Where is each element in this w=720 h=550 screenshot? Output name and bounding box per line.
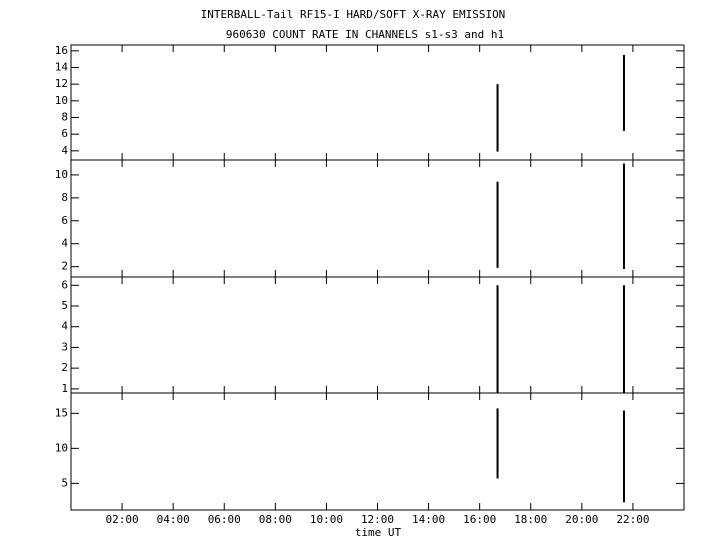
panel-frame: [70, 159, 685, 278]
x-axis-label: time UT: [355, 526, 402, 539]
y-tick-label: 12: [55, 77, 68, 90]
y-tick-label: 10: [55, 168, 68, 181]
y-tick-label: 2: [61, 361, 68, 374]
chart-subtitle: 960630 COUNT RATE IN CHANNELS s1-s3 and …: [226, 28, 504, 41]
y-tick-label: 8: [61, 191, 68, 204]
x-tick-label: 18:00: [514, 513, 547, 526]
y-tick-label: 15: [55, 406, 68, 419]
chart-title: INTERBALL-Tail RF15-I HARD/SOFT X-RAY EM…: [201, 8, 506, 21]
y-tick-label: 1: [61, 382, 68, 395]
y-tick-label: 4: [61, 320, 68, 333]
x-tick-label: 20:00: [565, 513, 598, 526]
data-line: [496, 285, 625, 393]
data-line: [496, 55, 625, 152]
x-tick-label: 02:00: [106, 513, 139, 526]
y-tick-label: 5: [61, 476, 68, 489]
y-tick-label: 6: [61, 214, 68, 227]
data-line: [496, 408, 625, 503]
y-tick-label: 14: [55, 61, 69, 74]
x-tick-label: 10:00: [310, 513, 343, 526]
panel-frame: [70, 44, 685, 161]
y-tick-label: 10: [55, 441, 68, 454]
y-tick-label: 10: [55, 94, 68, 107]
y-tick-label: 4: [61, 237, 68, 250]
y-tick-label: 2: [61, 260, 68, 273]
x-tick-label: 22:00: [616, 513, 649, 526]
y-tick-label: 6: [61, 278, 68, 291]
x-tick-label: 12:00: [361, 513, 394, 526]
y-tick-label: 6: [61, 127, 68, 140]
data-line: [496, 163, 625, 269]
x-tick-label: 14:00: [412, 513, 445, 526]
x-tick-label: 16:00: [463, 513, 496, 526]
x-tick-label: 04:00: [157, 513, 190, 526]
y-tick-label: 5: [61, 299, 68, 312]
y-tick-label: 16: [55, 44, 68, 57]
x-tick-label: 06:00: [208, 513, 241, 526]
y-tick-label: 4: [61, 144, 68, 157]
panel-frame: [70, 392, 685, 511]
y-tick-label: 8: [61, 111, 68, 124]
panel-frame: [70, 276, 685, 394]
x-tick-label: 08:00: [259, 513, 292, 526]
y-tick-label: 3: [61, 340, 68, 353]
